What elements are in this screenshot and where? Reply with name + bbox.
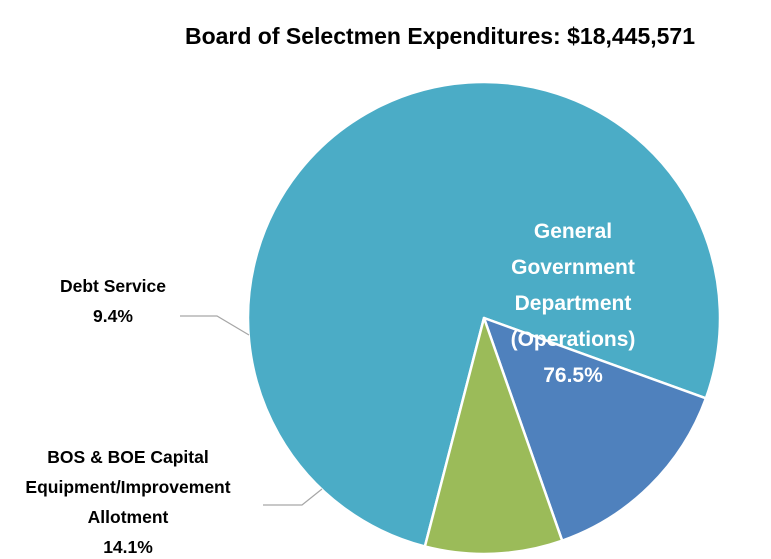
slice-value-label: 14.1% (103, 537, 153, 557)
slice-name-line: General (534, 220, 612, 243)
slice-name-line: Government (511, 256, 635, 279)
slice-name-line: Department (515, 292, 632, 315)
slice-name-line: Debt Service (60, 276, 166, 296)
slice-label-2: BOS & BOE Capital Equipment/Improvement Al… (25, 447, 230, 557)
slice-name-line: Equipment/Improvement (25, 477, 230, 497)
slice-name-line: (Operations) (511, 328, 636, 351)
slice-label-3: Debt Service 9.4% (60, 276, 166, 326)
pie-slice-3 (423, 316, 564, 556)
slice-name-line: BOS & BOE Capital (47, 447, 208, 467)
leader-line-2 (263, 488, 323, 506)
pie-slices (246, 80, 722, 556)
slice-labels: General Government Department (Operations) 7… (25, 220, 635, 557)
slice-label-1: General Government Department (Operations) 7… (511, 220, 636, 387)
slice-value-label: 76.5% (543, 364, 603, 387)
pie-slice-1 (246, 80, 722, 548)
leader-line-3 (180, 315, 250, 336)
pie-slice-2 (482, 316, 708, 542)
leader-lines (180, 315, 323, 506)
slice-name-line: Allotment (88, 507, 169, 527)
chart-title: Board of Selectmen Expenditures: $18,445… (185, 23, 695, 49)
slice-value-label: 9.4% (93, 306, 133, 326)
